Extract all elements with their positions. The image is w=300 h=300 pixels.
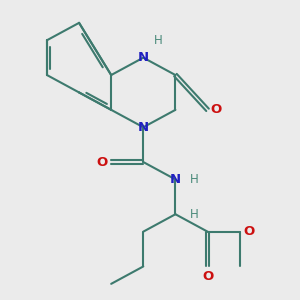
Text: O: O — [202, 270, 213, 283]
Text: N: N — [138, 51, 149, 64]
Text: O: O — [97, 155, 108, 169]
Text: O: O — [211, 103, 222, 116]
Text: H: H — [154, 34, 162, 47]
Text: H: H — [190, 173, 199, 186]
Text: N: N — [138, 121, 149, 134]
Text: N: N — [170, 173, 181, 186]
Text: O: O — [243, 225, 254, 238]
Text: H: H — [190, 208, 199, 221]
